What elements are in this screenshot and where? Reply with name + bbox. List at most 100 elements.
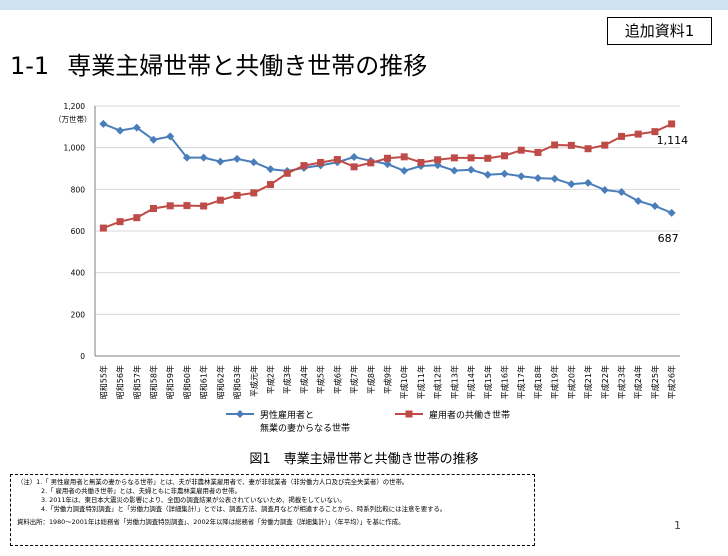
x-tick-label: 昭和57年: [132, 365, 142, 399]
legend-label: 男性雇用者と: [260, 409, 314, 421]
title-number: 1-1: [10, 52, 50, 80]
x-tick-label: 平成18年: [533, 365, 543, 399]
series-2-point: [150, 205, 157, 212]
series-1-point: [517, 172, 526, 181]
series-1-point: [266, 165, 275, 174]
legend-marker: [236, 410, 244, 418]
series-2-point: [250, 189, 258, 197]
note-line-3: 3. 2011年は、東日本大震災の影響により、全国の調査結果が公表されていないた…: [41, 496, 346, 504]
x-tick-label: 平成17年: [516, 365, 526, 399]
series-2-point: [317, 158, 325, 166]
notes-box: （注）1.「 男性雇用者と無業の妻からなる世帯」とは、夫が非農林業雇用者で、妻が…: [10, 474, 535, 546]
x-tick-label: 平成15年: [483, 365, 493, 399]
y-tick-label: 400: [71, 269, 86, 278]
series-2-point: [300, 162, 308, 170]
series-2-point: [400, 153, 408, 161]
x-tick-label: 平成16年: [500, 365, 510, 399]
series-2-point: [668, 120, 676, 128]
series-2-point: [601, 141, 609, 149]
figure-caption: 図1 専業主婦世帯と共働き世帯の推移: [249, 452, 479, 467]
x-tick-label: 平成26年: [667, 365, 677, 399]
series-1-point: [483, 170, 492, 179]
y-tick-label: 600: [71, 227, 86, 236]
series-1-point: [450, 166, 459, 175]
series-2-point: [333, 156, 341, 164]
page-number: 1: [674, 519, 681, 532]
x-tick-label: 平成2年: [266, 365, 276, 394]
series-2-point: [200, 202, 208, 210]
series-2-point: [166, 202, 174, 210]
x-tick-label: 平成24年: [633, 365, 643, 399]
y-axis-label: （万世帯）: [54, 114, 92, 124]
legend-item-2: 雇用者の共働き世帯: [395, 409, 510, 421]
series-1-point: [233, 154, 242, 163]
x-tick-label: 平成9年: [383, 365, 393, 394]
series-2-point: [267, 181, 274, 189]
title-text: 専業主婦世帯と共働き世帯の推移: [67, 52, 428, 80]
series-1-point: [149, 135, 158, 144]
series-1-point: [550, 174, 559, 183]
x-tick-label: 平成22年: [600, 365, 610, 399]
series-line-2: [102, 123, 673, 230]
series-2-point: [233, 191, 241, 199]
end-label-dual-income: 1,114: [657, 134, 689, 147]
series-2-point: [651, 128, 659, 136]
series-1-point: [166, 132, 175, 141]
series-2-point: [216, 196, 224, 204]
source-note: 資料出所：1980～2001年は総務省「労働力調査特別調査」、2002年以降は総…: [17, 518, 405, 526]
series-1-point: [350, 153, 359, 162]
series-1-point: [249, 158, 258, 167]
x-tick-label: 平成5年: [316, 365, 326, 394]
y-tick-label: 0: [80, 352, 85, 361]
x-tick-label: 平成4年: [299, 365, 309, 394]
x-tick-label: 平成19年: [550, 365, 560, 399]
series-2-point: [434, 156, 442, 164]
x-tick-label: 平成25年: [650, 365, 660, 399]
reference-label-box: 追加資料1: [607, 17, 712, 45]
series-2-point: [567, 141, 575, 149]
page-title: 1-1 専業主婦世帯と共働き世帯の推移: [10, 50, 427, 82]
series-line-1: [102, 122, 673, 214]
series-2-point: [551, 141, 559, 149]
x-tick-label: 昭和62年: [215, 365, 225, 399]
x-tick-label: 平成11年: [416, 365, 426, 399]
series-1-point: [116, 126, 125, 135]
y-tick-label: 800: [71, 185, 86, 194]
series-1-point: [650, 202, 659, 210]
note-line-4: 4.「労働力調査特別調査」と「労働力調査（詳細集計）」とでは、調査方法、調査月な…: [41, 505, 447, 513]
series-2-point: [484, 154, 492, 162]
x-tick-label: 平成12年: [433, 365, 443, 399]
series-1-point: [400, 166, 409, 175]
x-tick-label: 昭和61年: [199, 365, 209, 399]
legend-item-1: 男性雇用者と無業の妻からなる世帯: [226, 409, 350, 434]
series-1-point: [634, 197, 643, 205]
legend-label: 雇用者の共働き世帯: [429, 409, 510, 421]
x-tick-label: 昭和59年: [165, 365, 175, 399]
x-tick-label: 平成23年: [617, 365, 627, 399]
series-1-point: [667, 208, 676, 217]
series-1-point: [617, 188, 626, 197]
series-1-point: [199, 153, 208, 162]
series-1-point: [467, 165, 476, 174]
series-2-point: [517, 146, 525, 154]
series-2-point: [634, 130, 642, 138]
x-tick-label: 昭和55年: [98, 365, 108, 399]
series-1-point: [500, 169, 509, 178]
x-tick-label: 平成7年: [349, 365, 359, 394]
x-tick-label: 昭和63年: [232, 365, 242, 399]
series-1-point: [99, 119, 108, 128]
legend-marker: [405, 410, 413, 418]
series-1-point: [182, 153, 191, 162]
series-2-point: [417, 158, 425, 166]
series-2-point: [584, 145, 592, 153]
x-tick-label: 昭和56年: [115, 365, 125, 399]
series-2-point: [367, 159, 375, 167]
series-1-point: [383, 160, 392, 169]
x-tick-label: 昭和60年: [182, 365, 192, 399]
series-1-point: [533, 174, 542, 183]
series-1-point: [216, 157, 225, 166]
legend-label: 無業の妻からなる世帯: [260, 422, 350, 434]
series-1-point: [567, 180, 576, 189]
series-2-point: [183, 202, 191, 210]
